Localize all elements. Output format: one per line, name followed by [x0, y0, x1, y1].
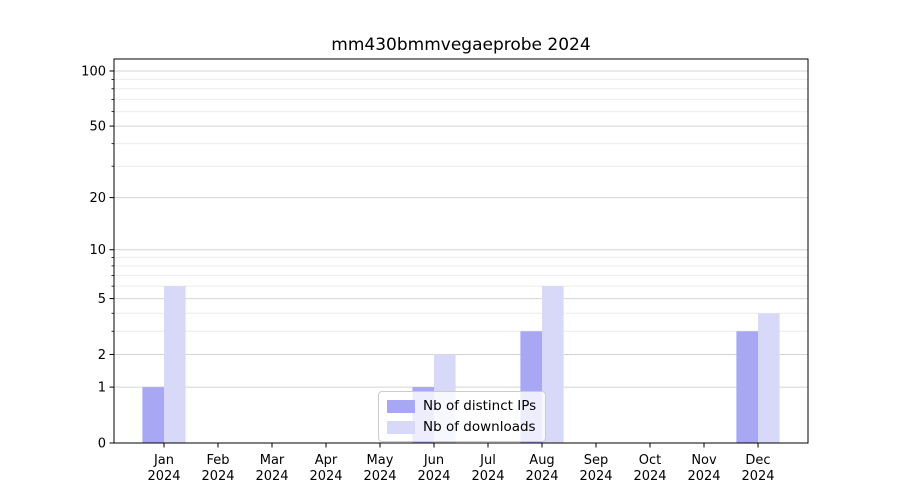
y-tick-label: 100 [81, 65, 106, 80]
x-tick-label: Sep 2024 [579, 453, 612, 484]
y-tick-label: 50 [89, 120, 106, 135]
y-tick-label: 0 [98, 437, 106, 452]
x-tick-label: May 2024 [363, 453, 396, 484]
bar-downloads-jan [164, 286, 186, 443]
x-tick-label: Oct 2024 [633, 453, 666, 484]
x-tick-label: Jul 2024 [471, 453, 504, 484]
x-tick-label: Apr 2024 [309, 453, 342, 484]
bar-distinct-ips-jan [142, 387, 164, 443]
legend-swatch-downloads [387, 420, 415, 434]
x-tick-label: Aug 2024 [525, 453, 558, 484]
y-tick-label: 2 [98, 348, 106, 363]
y-tick-label: 5 [98, 292, 106, 307]
chart-title: mm430bmmvegaeprobe 2024 [331, 35, 591, 55]
legend-item: Nb of distinct IPs [387, 397, 536, 415]
legend-label: Nb of downloads [423, 419, 536, 435]
x-tick-label: Nov 2024 [687, 453, 720, 484]
bar-downloads-dec [758, 313, 780, 443]
legend: Nb of distinct IPs Nb of downloads [378, 391, 547, 442]
y-tick-label: 20 [89, 191, 106, 206]
bar-downloads-aug [542, 286, 564, 443]
x-tick-label: Feb 2024 [201, 453, 234, 484]
plot-border [113, 58, 809, 444]
x-tick-label: Dec 2024 [741, 453, 774, 484]
bar-distinct-ips-dec [736, 331, 758, 443]
legend-label: Nb of distinct IPs [423, 398, 537, 414]
legend-item: Nb of downloads [387, 418, 536, 436]
x-tick-label: Jun 2024 [417, 453, 450, 484]
x-tick-label: Jan 2024 [147, 453, 180, 484]
legend-swatch-distinct-ips [387, 399, 415, 413]
y-tick-label: 10 [89, 243, 106, 258]
y-tick-label: 1 [98, 381, 106, 396]
x-tick-label: Mar 2024 [255, 453, 288, 484]
